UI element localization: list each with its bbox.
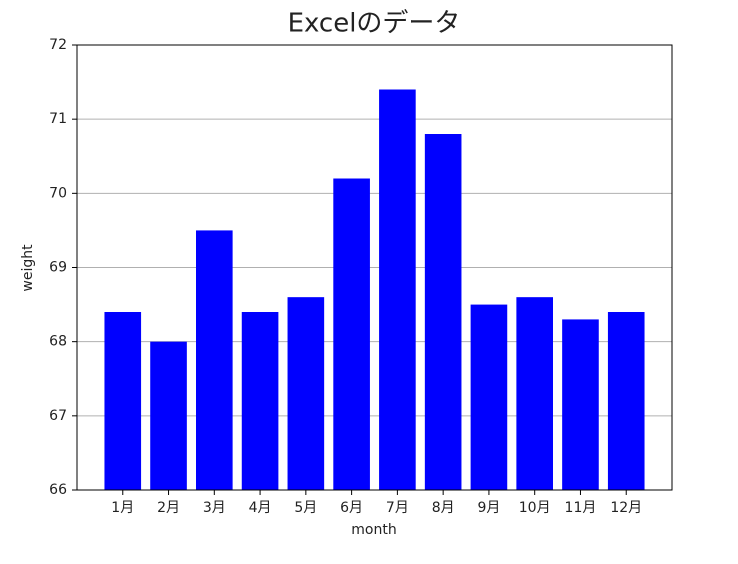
x-tick-label: 8月 [432,500,455,516]
x-tick-label: 2月 [157,500,180,516]
bar [516,297,553,490]
x-axis-label: month [351,522,396,538]
y-tick-label: 67 [49,408,67,424]
x-tick-label: 9月 [477,500,500,516]
x-tick-label: 5月 [294,500,317,516]
y-tick-label: 70 [49,185,67,201]
bar [424,134,462,490]
y-tick-label: 72 [49,37,67,53]
plot-frame [76,44,673,491]
bar [333,178,370,490]
y-tick-label: 71 [49,111,67,127]
y-tick-label: 68 [49,334,67,350]
bar [287,297,325,490]
bar [562,319,599,490]
x-tick-label: 11月 [565,500,597,516]
bar [104,312,142,490]
chart-title: Excelのデータ [288,9,461,39]
y-tick-label: 66 [49,482,67,498]
bar [379,89,416,490]
y-tick-label: 69 [49,260,67,276]
bar [241,312,279,490]
x-tick-label: 3月 [203,500,226,516]
bar [607,312,645,490]
bar [470,304,508,490]
y-axis-label: weight [20,244,36,292]
bar [150,341,187,490]
bar [196,230,233,490]
x-tick-label: 1月 [111,500,134,516]
x-tick-label: 6月 [340,500,363,516]
x-tick-label: 10月 [519,500,551,516]
x-tick-label: 4月 [249,500,272,516]
x-tick-label: 7月 [386,500,409,516]
x-tick-label: 12月 [610,500,642,516]
